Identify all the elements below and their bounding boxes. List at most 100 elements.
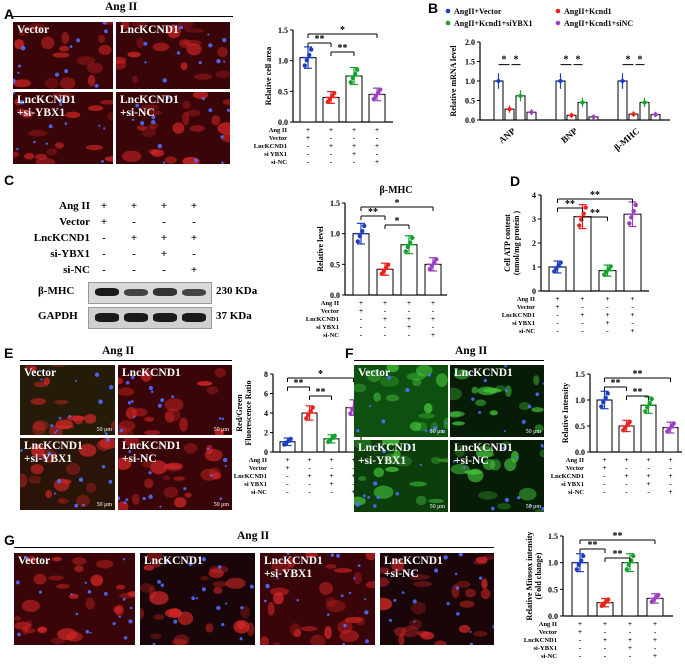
sig-star: ** <box>611 378 621 389</box>
row-label-si-nc: si-NC <box>63 264 90 276</box>
sign-cell: - <box>192 216 196 228</box>
y-tick-label: 1.0 <box>575 396 585 405</box>
data-point <box>427 267 432 272</box>
treatment-sign: - <box>308 463 311 472</box>
sign-cell: + <box>130 200 138 212</box>
data-point <box>310 405 315 410</box>
data-point <box>626 562 631 568</box>
treatment-sign: + <box>602 455 606 464</box>
treatment-sign: + <box>628 643 632 652</box>
treatment-sign: + <box>578 627 582 636</box>
y-axis-label: Cell ATP content <box>503 214 512 272</box>
treatment-sign: - <box>376 149 379 158</box>
panel-label-b: B <box>428 0 439 16</box>
y-tick-label: 0.0 <box>278 118 288 127</box>
data-point <box>581 211 586 216</box>
label-vector-f: Vector <box>358 367 391 379</box>
data-point <box>649 396 654 402</box>
treatment-sign: - <box>581 326 584 335</box>
treatment-sign: - <box>353 133 356 142</box>
sig-star: ** <box>294 378 304 389</box>
data-point <box>381 268 386 273</box>
data-point <box>554 266 559 271</box>
sig-star: * <box>514 55 519 66</box>
data-point <box>408 240 413 245</box>
micrograph-g-si-ybx1: LncKCND1 +si-YBX1 <box>260 553 375 645</box>
data-point <box>403 249 408 254</box>
row-label-si-ybx1: si-YBX1 <box>50 248 90 260</box>
treatment-label: LncKCND1 <box>524 637 557 644</box>
treatment-label: Ang II <box>517 296 536 303</box>
treatment-sign: - <box>556 310 559 319</box>
treatment-sign: + <box>580 294 584 303</box>
sig-star: ** <box>316 387 326 398</box>
sign-cell: - <box>192 248 196 260</box>
scale-bar: 50 μm <box>213 502 229 508</box>
treatment-sign: + <box>307 471 311 480</box>
data-point <box>569 113 574 118</box>
label-lnc-g: LncKCND1 <box>144 555 203 567</box>
y-tick-label: 0.5 <box>465 97 475 106</box>
sig-star: ** <box>590 208 600 219</box>
treatment-sign: - <box>604 643 607 652</box>
scale-bar: 50 μm <box>525 504 541 510</box>
micrograph-e-si-ybx1: LncKCND1 +si-YBX1 50 μm <box>20 438 115 510</box>
data-point <box>599 404 604 409</box>
treatment-sign: - <box>631 302 634 311</box>
treatment-sign: + <box>580 310 584 319</box>
treatment-label: si YBX1 <box>316 324 339 331</box>
data-point <box>507 107 512 112</box>
treatment-sign: - <box>384 306 387 315</box>
treatment-sign: + <box>653 635 657 644</box>
treatment-sign: + <box>668 455 672 464</box>
y-tick-label: 1.0 <box>278 57 288 66</box>
y-tick-label: 8 <box>264 370 268 379</box>
data-point <box>581 553 586 559</box>
data-point <box>624 567 629 572</box>
header-line-f <box>354 360 544 361</box>
micrograph-e-lnc: LncKCND1 50 μm <box>118 365 232 435</box>
treatment-sign: - <box>352 479 355 488</box>
y-axis-label: (nmol/mg protein ) <box>512 211 521 276</box>
blot-label-bmhc: β-MHC <box>38 285 75 297</box>
treatment-sign: + <box>578 619 582 628</box>
legend-marker <box>555 8 561 14</box>
y-axis-label: Red/Green <box>235 394 244 432</box>
scale-bar: 50 μm <box>96 502 112 508</box>
y-tick-label: 0 <box>532 287 536 296</box>
sign-cell: + <box>100 216 108 228</box>
y-tick-label: 1.5 <box>330 199 340 208</box>
data-point <box>288 436 293 442</box>
treatment-label: si-NC <box>271 159 287 166</box>
micrograph-g-si-nc: LncKCND1 +si-NC <box>380 553 494 645</box>
treatment-label: LncKCND1 <box>306 316 339 323</box>
y-tick-label: 3 <box>532 215 536 224</box>
sig-star: ** <box>588 540 598 551</box>
panel-label-a: A <box>4 6 15 22</box>
y-axis-label: Fluorescence Ratio <box>244 381 253 446</box>
data-point <box>529 110 534 115</box>
treatment-sign: - <box>625 487 628 496</box>
treatment-sign: - <box>308 479 311 488</box>
micrograph-f-si-ybx1: LncKCND1 +si-YBX1 50 μm <box>354 440 448 512</box>
treatment-sign: - <box>603 479 606 488</box>
micrograph-f-lnc: LncKCND1 50 μm <box>450 365 544 437</box>
treatment-sign: + <box>605 310 609 319</box>
treatment-label: Vector <box>321 308 339 315</box>
treatment-sign: + <box>628 619 632 628</box>
legend-marker <box>555 20 561 26</box>
data-point <box>378 87 383 92</box>
data-point <box>376 90 381 96</box>
data-point <box>608 264 613 269</box>
sig-star: * <box>564 55 569 66</box>
data-point <box>496 79 501 83</box>
y-tick-label: 1.5 <box>278 26 288 35</box>
data-point <box>627 221 632 226</box>
treatment-sign: + <box>646 471 650 480</box>
treatment-label: si YBX1 <box>264 151 287 158</box>
treatment-sign: - <box>581 318 584 327</box>
treatment-sign: - <box>432 322 435 331</box>
x-tick-label: β-MHC <box>612 126 641 153</box>
treatment-sign: + <box>431 298 435 307</box>
treatment-sign: - <box>384 330 387 339</box>
